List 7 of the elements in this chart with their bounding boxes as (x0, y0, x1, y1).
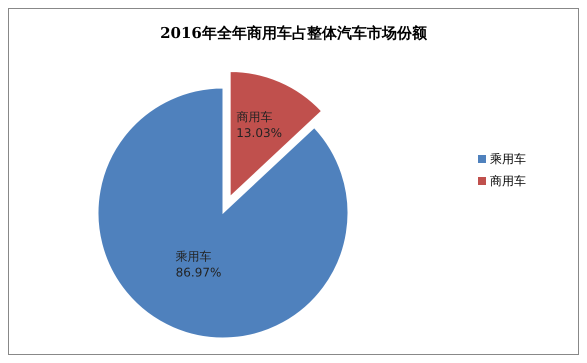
legend-label: 商用车 (490, 174, 526, 188)
slice-label: 乘用车 (176, 250, 212, 264)
legend-label: 乘用车 (490, 152, 526, 166)
chart-title: 2016年全年商用车占整体汽车市场份额 (160, 24, 428, 42)
data-label: 86.97% (176, 266, 222, 280)
data-label: 13.03% (236, 126, 282, 140)
slice-label: 商用车 (236, 110, 272, 124)
